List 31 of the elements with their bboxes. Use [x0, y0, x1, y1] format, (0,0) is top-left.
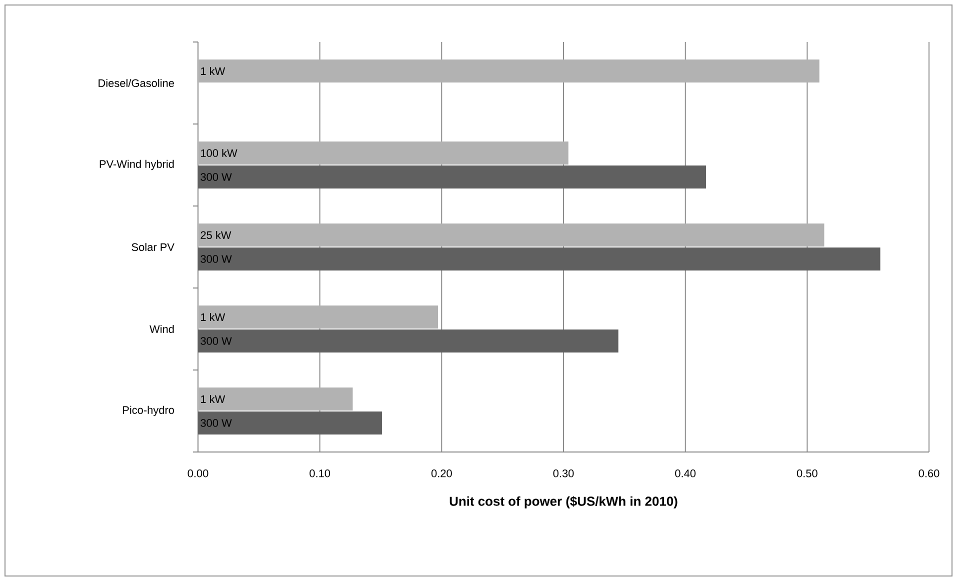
bar: [198, 387, 353, 410]
annotation: 300 W: [200, 255, 232, 263]
bar: [198, 141, 568, 164]
y-tick-label: PV-Wind hybrid: [100, 160, 174, 170]
x-tick-label: 0.60: [918, 470, 940, 478]
x-axis-title: Unit cost of power ($US/kWh in 2010): [450, 496, 678, 508]
annotation: 100 kW: [201, 148, 238, 158]
x-tick-label: 0.20: [431, 470, 452, 478]
y-tick-label: Pico-hydro: [123, 406, 174, 416]
bar: [198, 329, 618, 352]
bar: [198, 305, 438, 328]
bar: [198, 165, 706, 188]
annotation: 300 W: [200, 419, 232, 427]
bar: [198, 59, 820, 82]
y-tick-label: Wind: [150, 324, 174, 334]
annotation: 1 kW: [201, 313, 226, 321]
x-tick-label: 0.30: [553, 470, 574, 478]
x-tick-label: 0.10: [310, 470, 330, 478]
bar: [198, 411, 382, 434]
annotation: 1 kW: [201, 67, 226, 75]
annotation: 25 kW: [200, 230, 232, 240]
annotation: 300 W: [200, 173, 232, 181]
y-tick-label: Solar PV: [132, 242, 174, 252]
x-tick-label: 0.50: [796, 470, 818, 478]
x-tick-label: 0.40: [675, 470, 696, 478]
y-tick-label: Diesel/Gasoline: [98, 78, 174, 88]
annotation: 1 kW: [201, 395, 226, 403]
x-tick-label: 0.00: [188, 470, 208, 478]
annotation: 300 W: [200, 337, 232, 345]
bar: [198, 247, 880, 270]
bar: [198, 223, 824, 246]
